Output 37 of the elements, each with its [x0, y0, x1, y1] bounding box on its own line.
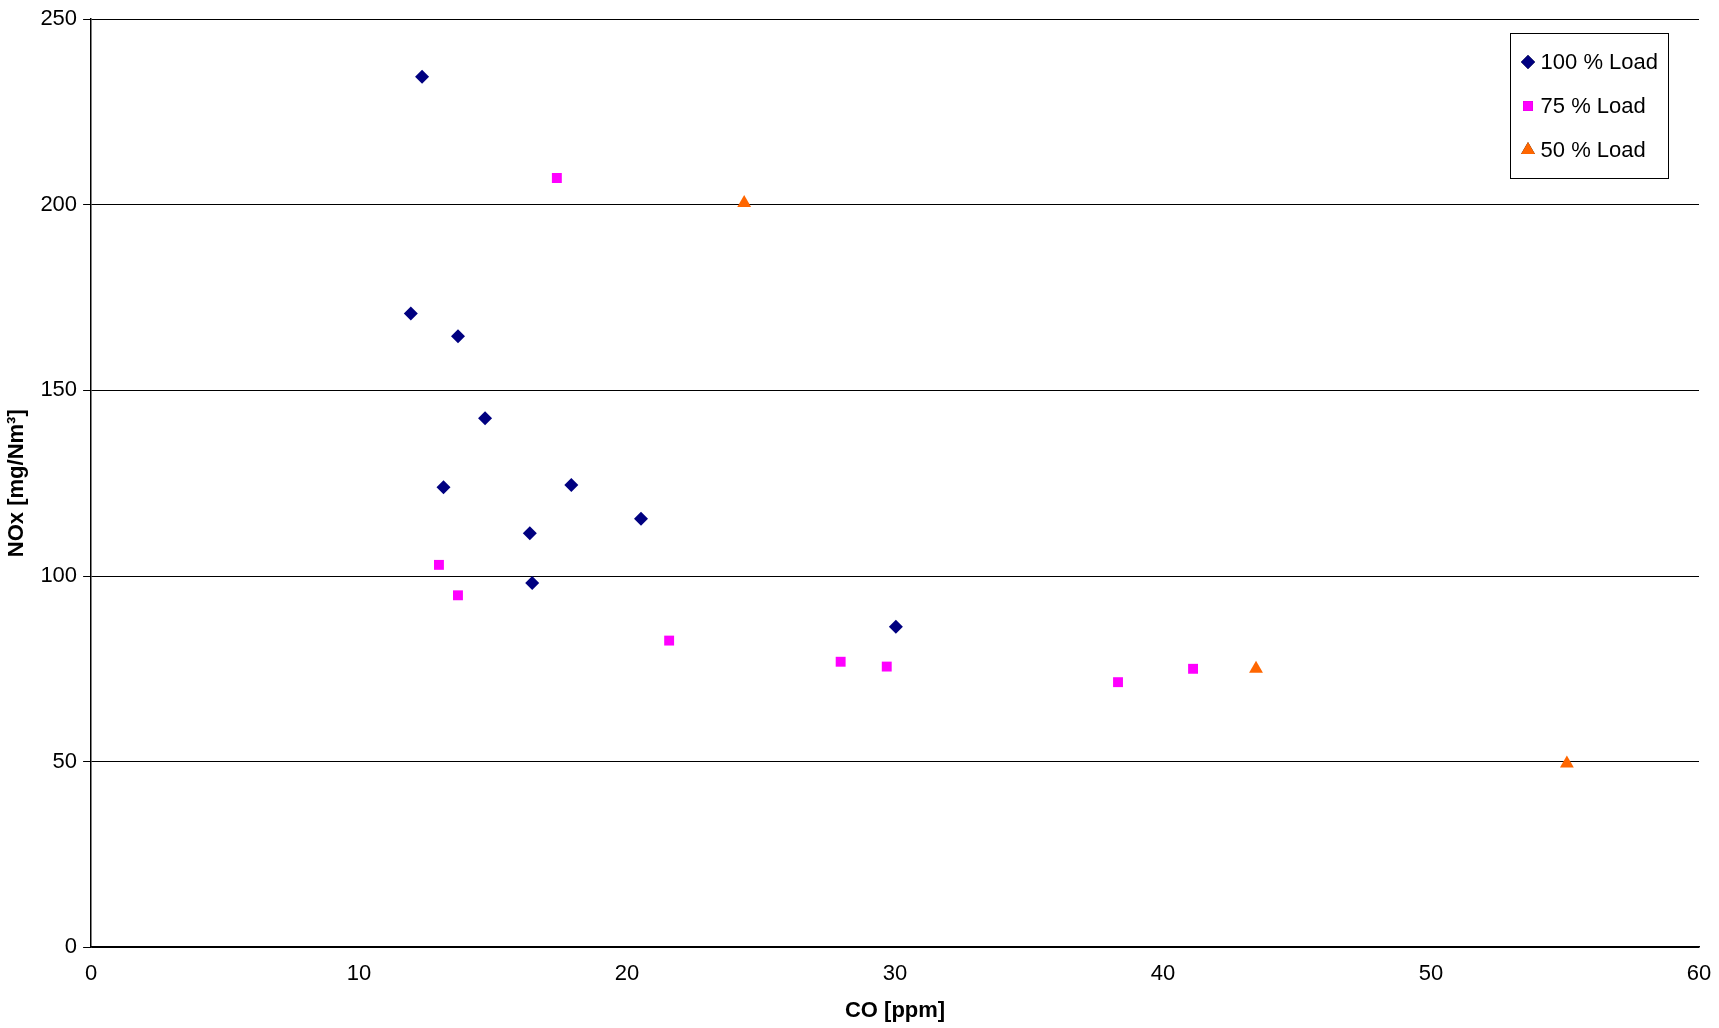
x-tick-label: 50 — [1418, 960, 1444, 986]
point — [522, 526, 537, 541]
y-axis-title: NOx [mg/Nm³] — [3, 409, 29, 558]
legend-label: 50 % Load — [1540, 137, 1646, 164]
legend-label: 100 % Load — [1540, 49, 1658, 76]
y-tick-label: 250 — [40, 5, 78, 31]
x-tick-label: 30 — [882, 960, 908, 986]
legend-label: 75 % Load — [1540, 93, 1646, 120]
point — [415, 69, 430, 84]
x-tick-label: 60 — [1686, 960, 1712, 986]
point — [551, 173, 562, 184]
point — [634, 511, 649, 526]
y-tick-label: 100 — [40, 562, 78, 588]
x-tick-label: 10 — [346, 960, 372, 986]
y-tick-label: 150 — [40, 376, 78, 402]
x-axis-title: CO [ppm] — [844, 996, 946, 1022]
point — [434, 559, 444, 570]
x-tick-label: 40 — [1150, 960, 1176, 986]
y-tick-label: 0 — [64, 933, 78, 959]
point — [888, 619, 903, 634]
point — [564, 478, 579, 493]
point — [835, 656, 846, 667]
x-tick-label: 0 — [84, 960, 98, 986]
point — [664, 635, 675, 646]
point — [453, 590, 463, 601]
point — [881, 661, 892, 672]
point — [525, 576, 540, 591]
point — [450, 329, 465, 344]
point — [1113, 677, 1123, 688]
y-tick-label: 50 — [52, 747, 78, 773]
x-tick-label: 20 — [614, 960, 640, 986]
point — [1188, 663, 1198, 674]
y-tick-label: 200 — [40, 190, 78, 216]
point — [403, 306, 418, 321]
point — [478, 411, 493, 426]
point — [436, 480, 451, 495]
point — [1559, 755, 1574, 768]
